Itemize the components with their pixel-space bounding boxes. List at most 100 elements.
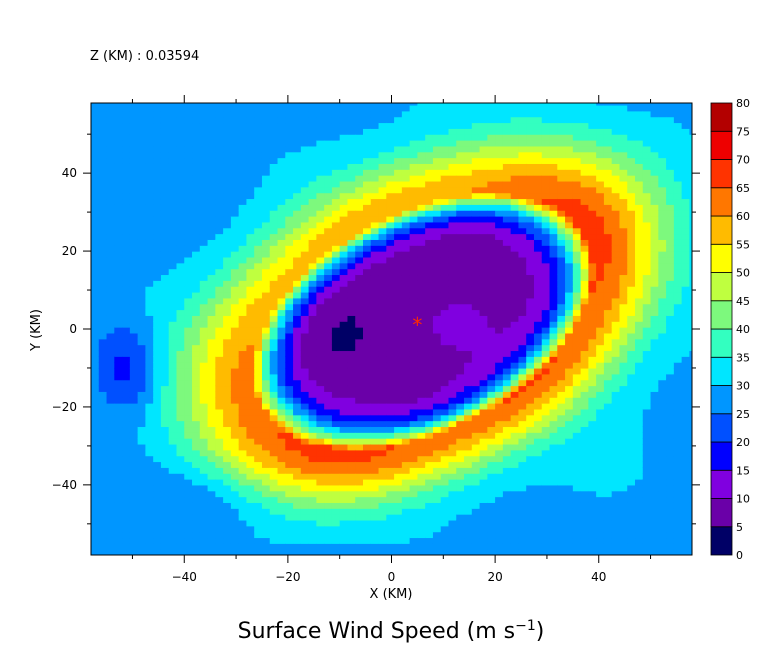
contour-cell: [215, 280, 224, 287]
contour-cell: [417, 338, 426, 346]
contour-cell: [425, 297, 434, 305]
contour-cell: [114, 443, 123, 451]
contour-cell: [129, 502, 139, 509]
contour-cell: [168, 420, 178, 428]
contour-cell: [355, 502, 364, 509]
contour-cell: [223, 344, 232, 352]
contour-cell: [487, 408, 496, 416]
contour-cell: [580, 502, 589, 509]
contour-cell: [479, 519, 488, 527]
contour-cell: [502, 332, 512, 340]
contour-cell: [417, 192, 426, 200]
contour-cell: [168, 438, 178, 445]
contour-cell: [114, 362, 123, 369]
contour-cell: [285, 338, 294, 346]
contour-cell: [378, 537, 387, 544]
contour-cell: [479, 274, 488, 281]
contour-cell: [277, 338, 286, 346]
contour-cell: [401, 379, 411, 387]
contour-cell: [541, 449, 551, 457]
contour-cell: [246, 420, 255, 428]
contour-cell: [518, 531, 527, 539]
contour-cell: [417, 233, 426, 240]
contour-cell: [324, 239, 333, 246]
contour-cell: [448, 274, 457, 281]
contour-cell: [145, 315, 154, 322]
contour-cell: [510, 157, 520, 164]
contour-cell: [230, 543, 240, 550]
contour-cell: [192, 449, 201, 457]
contour-cell: [557, 391, 566, 398]
contour-cell: [238, 502, 248, 509]
contour-cell: [145, 309, 154, 316]
contour-cell: [192, 256, 201, 264]
contour-cell: [129, 408, 139, 416]
contour-cell: [339, 198, 349, 205]
contour-cell: [549, 379, 558, 387]
contour-cell: [370, 467, 380, 474]
contour-cell: [510, 327, 520, 334]
contour-cell: [137, 508, 146, 515]
contour-cell: [572, 391, 582, 398]
contour-cell: [168, 467, 178, 474]
contour-cell: [269, 227, 279, 235]
contour-cell: [572, 461, 582, 468]
contour-cell: [176, 367, 185, 375]
contour-cell: [533, 443, 543, 451]
contour-cell: [502, 373, 512, 381]
contour-cell: [122, 122, 131, 129]
contour-cell: [471, 414, 481, 422]
contour-cell: [331, 549, 341, 555]
contour-cell: [363, 262, 372, 270]
contour-cell: [347, 303, 356, 311]
contour-cell: [215, 256, 224, 264]
contour-cell: [199, 549, 209, 555]
contour-cell: [565, 268, 574, 276]
contour-cell: [269, 286, 279, 293]
contour-cell: [215, 315, 224, 322]
contour-cell: [394, 103, 403, 106]
contour-cell: [479, 514, 488, 521]
contour-cell: [91, 438, 100, 445]
contour-cell: [285, 455, 294, 463]
contour-cell: [192, 122, 201, 129]
contour-cell: [277, 221, 286, 229]
contour-cell: [533, 420, 543, 428]
contour-cell: [176, 344, 185, 352]
contour-cell: [324, 508, 333, 515]
contour-cell: [254, 297, 263, 305]
contour-cell: [308, 426, 317, 433]
contour-cell: [464, 256, 473, 264]
contour-cell: [137, 327, 146, 334]
contour-cell: [246, 280, 255, 287]
contour-cell: [223, 169, 232, 176]
contour-cell: [331, 268, 341, 276]
contour-cell: [300, 414, 310, 422]
contour-cell: [192, 514, 201, 521]
contour-cell: [331, 104, 341, 112]
contour-cell: [316, 473, 325, 480]
contour-cell: [207, 315, 216, 322]
contour-cell: [448, 414, 457, 422]
contour-cell: [269, 391, 279, 398]
contour-cell: [557, 128, 566, 135]
contour-cell: [533, 461, 543, 468]
contour-cell: [98, 356, 108, 363]
contour-cell: [495, 414, 504, 422]
contour-cell: [518, 221, 527, 229]
contour-cell: [184, 216, 193, 223]
contour-cell: [114, 216, 123, 223]
contour-cell: [464, 204, 473, 211]
contour-cell: [184, 327, 193, 334]
contour-cell: [184, 502, 193, 509]
contour-cell: [91, 367, 100, 375]
contour-cell: [285, 432, 294, 439]
contour-cell: [254, 327, 263, 334]
contour-cell: [98, 473, 108, 480]
contour-cell: [324, 157, 333, 164]
contour-cell: [440, 502, 450, 509]
contour-cell: [510, 280, 520, 287]
contour-cell: [464, 262, 473, 270]
contour-cell: [541, 356, 551, 363]
contour-cell: [471, 233, 481, 240]
